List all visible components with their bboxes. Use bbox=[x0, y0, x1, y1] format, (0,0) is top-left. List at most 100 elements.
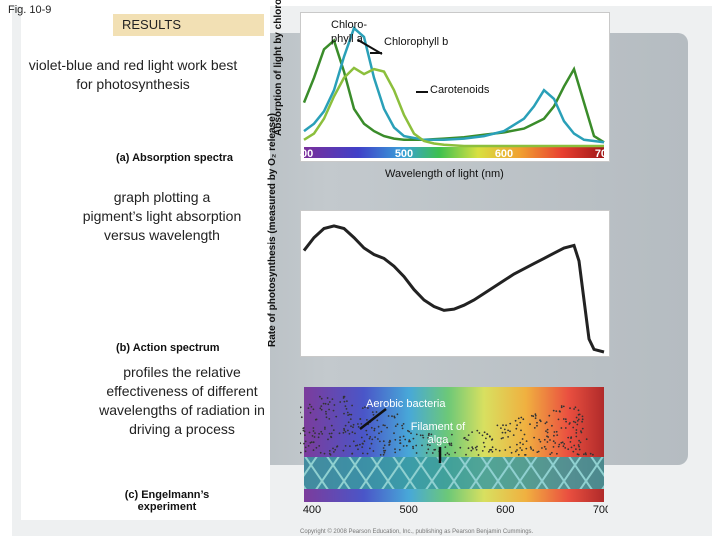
results-heading: RESULTS bbox=[113, 14, 264, 36]
bacterium-dot bbox=[491, 438, 494, 441]
bacterium-dot bbox=[545, 430, 547, 432]
bacterium-dot bbox=[364, 406, 366, 408]
bacterium-dot bbox=[415, 444, 418, 447]
bacterium-dot bbox=[302, 427, 305, 430]
bacterium-dot bbox=[500, 437, 503, 440]
bacterium-dot bbox=[321, 433, 324, 435]
bacterium-dot bbox=[352, 426, 354, 429]
bacterium-dot bbox=[394, 425, 397, 427]
absorption-tick-500: 500 bbox=[395, 148, 413, 160]
bacterium-dot bbox=[444, 446, 447, 448]
bacterium-dot bbox=[572, 426, 575, 429]
bacterium-dot bbox=[474, 446, 477, 449]
bacterium-dot bbox=[581, 418, 584, 421]
bacterium-dot bbox=[500, 427, 502, 429]
bacterium-dot bbox=[300, 432, 302, 435]
bacterium-dot bbox=[342, 395, 345, 398]
bacterium-dot bbox=[481, 450, 484, 452]
bacterium-dot bbox=[564, 418, 567, 421]
bacterium-dot bbox=[459, 446, 462, 449]
bacterium-dot bbox=[482, 441, 485, 444]
bacterium-dot bbox=[467, 447, 470, 450]
bacterium-dot bbox=[471, 446, 474, 449]
bacterium-dot bbox=[445, 436, 448, 439]
bacterium-dot bbox=[467, 434, 470, 436]
bacterium-dot bbox=[405, 444, 408, 447]
bacterium-dot bbox=[393, 415, 396, 418]
bacterium-dot bbox=[319, 395, 321, 398]
bacterium-dot bbox=[366, 419, 368, 421]
bacterium-dot bbox=[326, 397, 329, 399]
bacterium-dot bbox=[574, 406, 577, 409]
bacterium-dot bbox=[318, 432, 320, 435]
bacterium-dot bbox=[543, 438, 546, 441]
bacterium-dot bbox=[449, 444, 451, 446]
bacterium-dot bbox=[391, 415, 393, 418]
bacterium-dot bbox=[537, 450, 540, 453]
bacterium-dot bbox=[300, 406, 302, 409]
bacterium-dot bbox=[485, 437, 487, 440]
bacterium-dot bbox=[465, 453, 467, 456]
bacterium-dot bbox=[343, 400, 346, 403]
bacterium-dot bbox=[519, 421, 522, 424]
bacterium-dot bbox=[552, 409, 555, 412]
panel-label-c: (c) Engelmann’s experiment bbox=[124, 489, 210, 513]
bacterium-dot bbox=[335, 415, 338, 418]
bacterium-dot bbox=[368, 437, 371, 440]
bacterium-dot bbox=[521, 449, 523, 451]
bacterium-dot bbox=[572, 420, 575, 423]
bacterium-dot bbox=[303, 442, 305, 445]
bacterium-dot bbox=[402, 423, 405, 425]
bacterium-dot bbox=[308, 431, 311, 434]
bacterium-dot bbox=[553, 431, 556, 433]
bacterium-dot bbox=[350, 425, 352, 428]
bacterium-dot bbox=[359, 443, 361, 446]
bacterium-dot bbox=[377, 438, 379, 440]
bacterium-dot bbox=[304, 440, 307, 443]
bacterium-dot bbox=[357, 423, 359, 425]
bacterium-dot bbox=[477, 454, 480, 456]
bacterium-dot bbox=[557, 445, 560, 448]
bacterium-dot bbox=[502, 424, 504, 427]
bacterium-dot bbox=[425, 452, 428, 454]
panel-label-b: (b) Action spectrum bbox=[116, 342, 220, 354]
bacterium-dot bbox=[348, 413, 351, 416]
bacterium-dot bbox=[507, 429, 509, 432]
bacterium-dot bbox=[505, 424, 507, 427]
bacterium-dot bbox=[491, 446, 494, 449]
bacterium-dot bbox=[312, 430, 315, 432]
bacterium-dot bbox=[463, 436, 466, 439]
bacterium-dot bbox=[592, 453, 594, 456]
bacterium-dot bbox=[310, 441, 313, 443]
bacterium-dot bbox=[412, 447, 415, 450]
bacterium-dot bbox=[361, 407, 364, 409]
engelmann-tick-500: 500 bbox=[399, 504, 417, 516]
bacterium-dot bbox=[387, 415, 390, 417]
bacterium-dot bbox=[325, 416, 328, 419]
bacterium-dot bbox=[408, 439, 411, 442]
bacterium-dot bbox=[300, 411, 301, 414]
bacterium-dot bbox=[345, 408, 348, 410]
bacterium-dot bbox=[300, 451, 302, 454]
bacterium-dot bbox=[401, 424, 403, 427]
engelmann-chart: 400 500 600 700 bbox=[300, 387, 608, 516]
bacterium-dot bbox=[514, 450, 517, 453]
bacterium-dot bbox=[402, 445, 405, 447]
bacterium-dot bbox=[401, 427, 404, 430]
bacterium-dot bbox=[332, 409, 335, 412]
bacterium-dot bbox=[431, 440, 434, 443]
bacterium-dot bbox=[300, 442, 302, 445]
bacterium-dot bbox=[402, 435, 405, 438]
bacterium-dot bbox=[320, 405, 323, 407]
bacterium-dot bbox=[362, 452, 364, 455]
bacterium-dot bbox=[514, 419, 517, 422]
bacterium-dot bbox=[512, 434, 515, 436]
bacterium-dot bbox=[382, 424, 385, 426]
panel-label-a: (a) Absorption spectra bbox=[116, 152, 233, 164]
absorption-tick-400: 400 bbox=[300, 148, 313, 160]
bacterium-dot bbox=[555, 410, 558, 412]
bacterium-dot bbox=[552, 440, 555, 443]
bacterium-dot bbox=[589, 452, 592, 455]
notes-column bbox=[21, 4, 270, 520]
bacterium-dot bbox=[347, 414, 349, 416]
